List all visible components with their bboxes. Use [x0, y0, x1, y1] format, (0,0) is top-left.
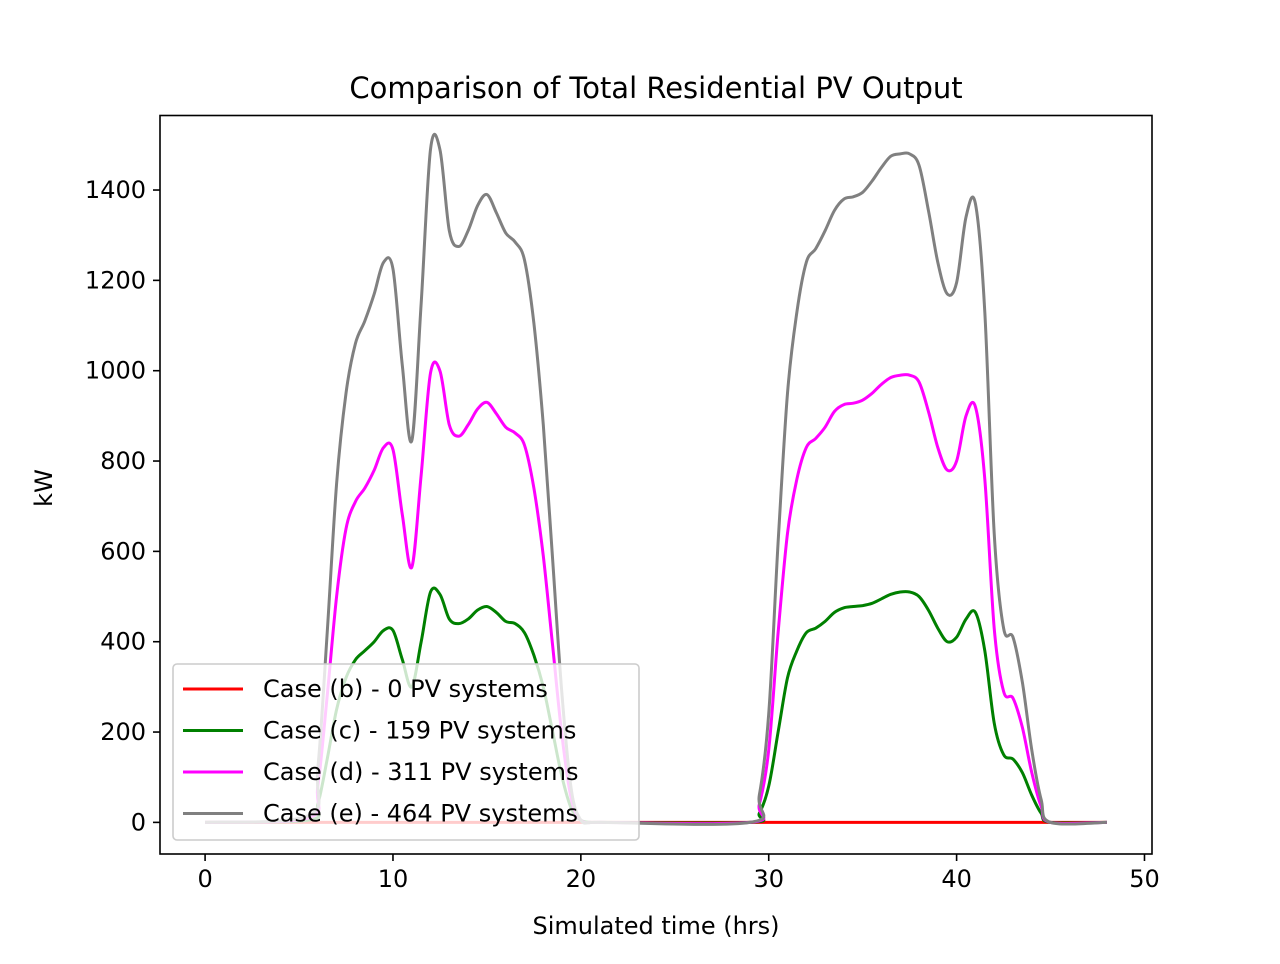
x-tick-label: 50: [1129, 865, 1160, 893]
chart-title: Comparison of Total Residential PV Outpu…: [349, 71, 962, 105]
legend: Case (b) - 0 PV systems Case (c) - 159 PV…: [172, 663, 640, 841]
axes-frame: [159, 114, 1153, 855]
x-tick-label: 10: [378, 865, 409, 893]
y-tick-label: 1200: [85, 266, 146, 294]
legend-label-2: Case (c) - 159 PV systems: [263, 717, 576, 745]
y-tick-label: 800: [100, 447, 146, 475]
legend-label-4: Case (e) - 464 PV systems: [263, 800, 578, 828]
x-tick-label: 40: [941, 865, 972, 893]
y-tick-label: 0: [131, 808, 146, 836]
legend-label-3: Case (d) - 311 PV systems: [263, 758, 578, 786]
x-tick-label: 30: [753, 865, 784, 893]
x-axis-label: Simulated time (hrs): [532, 912, 779, 940]
legend-label-1: Case (b) - 0 PV systems: [263, 675, 548, 703]
y-axis-label: kW: [30, 469, 58, 507]
y-tick-label: 600: [100, 537, 146, 565]
legend-box: [172, 663, 640, 841]
series-layer: [205, 133, 1107, 826]
y-tick-label: 1400: [85, 176, 146, 204]
x-axis-ticks: 0 10 20 30 40 50: [197, 854, 1160, 893]
y-axis-ticks: 0 200 400 600 800 1000 1200 1400: [85, 176, 160, 836]
series-line-4: [205, 133, 1107, 826]
x-tick-label: 0: [197, 865, 212, 893]
y-tick-label: 200: [100, 718, 146, 746]
y-tick-label: 1000: [85, 357, 146, 385]
x-tick-label: 20: [566, 865, 597, 893]
y-tick-label: 400: [100, 628, 146, 656]
